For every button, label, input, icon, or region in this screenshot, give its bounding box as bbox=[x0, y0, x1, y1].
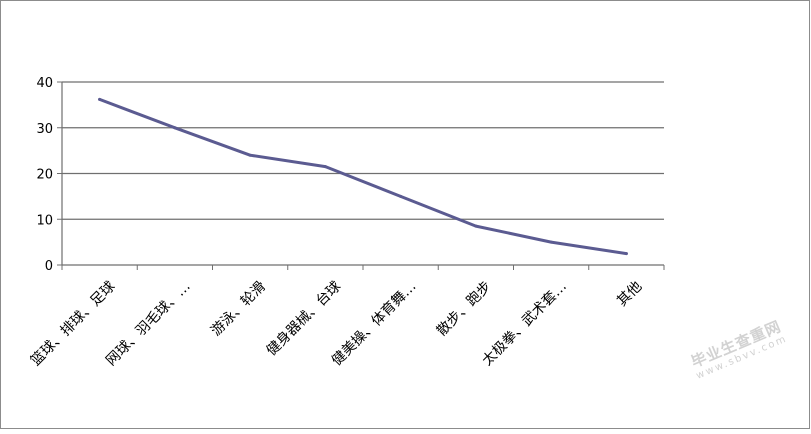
data-point bbox=[323, 165, 327, 169]
series-line bbox=[98, 97, 628, 256]
gridlines bbox=[62, 81, 664, 220]
data-point bbox=[474, 224, 478, 228]
y-tick-label: 20 bbox=[36, 168, 53, 183]
series bbox=[98, 97, 628, 256]
y-tick-label: 40 bbox=[36, 76, 53, 91]
y-tick-label: 0 bbox=[45, 259, 53, 274]
data-point bbox=[549, 240, 553, 244]
y-tick-label: 10 bbox=[36, 213, 53, 228]
data-point bbox=[173, 126, 177, 130]
axes bbox=[57, 81, 665, 270]
y-tick-label: 30 bbox=[36, 122, 53, 137]
data-point bbox=[399, 194, 403, 198]
data-point bbox=[624, 252, 628, 256]
data-point bbox=[248, 153, 252, 157]
data-point bbox=[98, 97, 102, 101]
